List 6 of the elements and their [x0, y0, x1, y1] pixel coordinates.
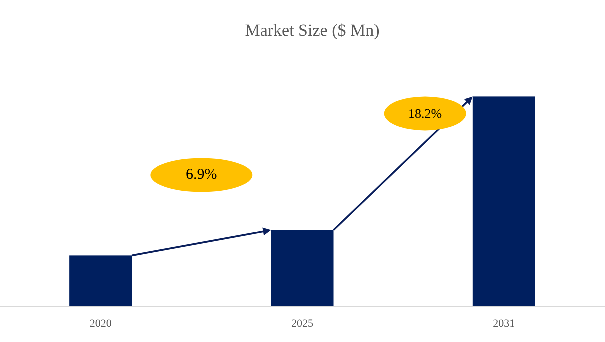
- x-tick-label: 2031: [493, 318, 516, 330]
- chart-title: Market Size ($ Mn): [245, 21, 380, 40]
- annotation: 6.9%: [186, 167, 218, 184]
- annotation: 18.2%: [408, 106, 442, 122]
- x-tick-label: 2020: [90, 318, 112, 330]
- x-tick-label: 2025: [292, 318, 314, 330]
